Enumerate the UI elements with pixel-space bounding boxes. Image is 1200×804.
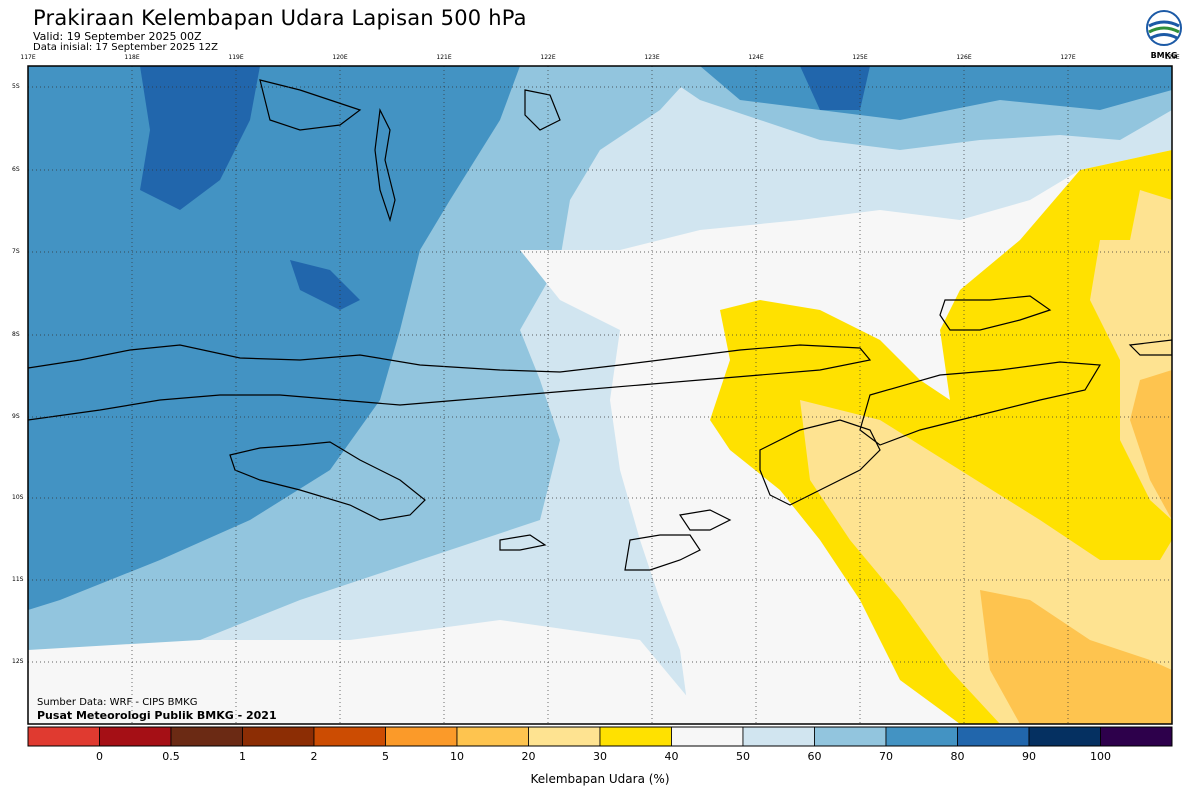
latitude-label: 5S: [12, 83, 20, 90]
humidity-field: [28, 66, 1172, 724]
colorbar-tick-label: 70: [879, 750, 893, 763]
colorbar-segment: [170, 726, 243, 747]
colorbar-segment: [385, 726, 458, 747]
colorbar-tick-label: 1: [239, 750, 246, 763]
longitude-label: 118E: [124, 54, 140, 61]
initial-time: Data inisial: 17 September 2025 12Z: [33, 42, 218, 53]
colorbar-tick-label: 2: [310, 750, 318, 763]
svg-text:BMKG: BMKG: [1151, 51, 1178, 60]
latitude-label: 12S: [12, 658, 24, 665]
longitude-label: 123E: [644, 54, 660, 61]
colorbar-segment: [528, 726, 601, 747]
map-title: Prakiraan Kelembapan Udara Lapisan 500 h…: [33, 6, 527, 30]
colorbar-segment: [814, 726, 887, 747]
colorbar: [27, 726, 1173, 747]
colorbar-frame: [27, 726, 1173, 747]
latitude-label: 11S: [12, 576, 24, 583]
latitude-label: 10S: [12, 494, 24, 501]
center-credit: Pusat Meteorologi Publik BMKG - 2021: [37, 709, 277, 722]
map-frame: [27, 65, 1173, 725]
colorbar-segment: [742, 726, 815, 747]
colorbar-segment: [671, 726, 744, 747]
colorbar-tick-label: 50: [736, 750, 750, 763]
colorbar-tick-label: 0.5: [162, 750, 180, 763]
longitude-label: 122E: [540, 54, 556, 61]
longitude-label: 119E: [228, 54, 244, 61]
longitude-label: 127E: [1060, 54, 1076, 61]
colorbar-tick-label: 100: [1090, 750, 1111, 763]
grid-lines: [28, 66, 1172, 724]
colorbar-segment: [1028, 726, 1101, 747]
longitude-label: 124E: [748, 54, 764, 61]
longitude-label: 120E: [332, 54, 348, 61]
latitude-label: 9S: [12, 413, 20, 420]
longitude-label: 126E: [956, 54, 972, 61]
valid-time: Valid: 19 September 2025 00Z: [33, 30, 202, 43]
colorbar-tick-label: 5: [382, 750, 389, 763]
colorbar-segment: [242, 726, 315, 747]
colorbar-tick-label: 40: [664, 750, 679, 763]
colorbar-segment: [1100, 726, 1173, 747]
colorbar-segment: [456, 726, 529, 747]
longitude-label: 125E: [852, 54, 868, 61]
colorbar-segment: [885, 726, 958, 747]
bmkg-logo-icon: BMKG: [1146, 10, 1182, 60]
colorbar-tick-label: 30: [593, 750, 607, 763]
latitude-label: 7S: [12, 248, 20, 255]
colorbar-segment: [27, 726, 100, 747]
colorbar-tick-label: 0: [96, 750, 103, 763]
colorbar-segment: [599, 726, 672, 747]
colorbar-tick-label: 20: [521, 750, 536, 763]
latitude-label: 6S: [12, 166, 20, 173]
longitude-label: 117E: [20, 54, 36, 61]
longitude-label: 121E: [436, 54, 452, 61]
colorbar-label: Kelembapan Udara (%): [530, 772, 670, 786]
colorbar-segment: [313, 726, 386, 747]
longitude-label: 128E: [1164, 54, 1180, 61]
colorbar-tick-label: 60: [807, 750, 822, 763]
colorbar-tick-label: 10: [450, 750, 464, 763]
latitude-label: 8S: [12, 331, 20, 338]
colorbar-segment: [99, 726, 172, 747]
colorbar-tick-label: 80: [950, 750, 965, 763]
data-source: Sumber Data: WRF - CIPS BMKG: [37, 697, 198, 708]
colorbar-tick-label: 90: [1022, 750, 1036, 763]
colorbar-segment: [957, 726, 1030, 747]
